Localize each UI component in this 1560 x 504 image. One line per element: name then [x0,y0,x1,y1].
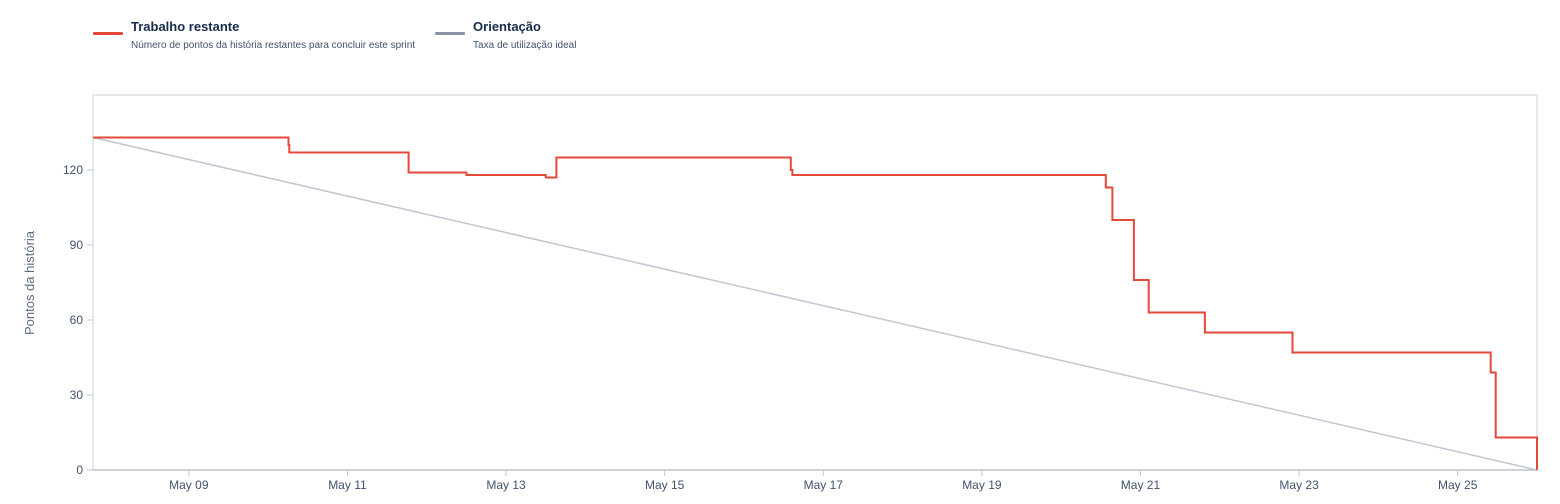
legend-swatch-guideline [435,32,466,35]
legend-swatch-remaining-work [93,32,123,35]
y-tick-label: 60 [70,313,84,327]
y-tick-label: 120 [63,163,83,177]
axes: 0 30 60 90 120 May 09 May 11 May 13 May 15 May 17… [63,94,1538,492]
x-tick-label: May 13 [486,478,526,492]
legend-description-remaining-work: Número de pontos da história restantes p… [131,40,416,51]
legend-title-remaining-work: Trabalho restante [131,19,240,34]
legend-description-guideline: Taxa de utilização ideal [473,40,577,51]
legend-item-remaining-work[interactable]: Trabalho restante Número de pontos da hi… [93,18,415,53]
x-tick-label: May 17 [804,478,844,492]
x-tick-label: May 23 [1279,478,1319,492]
x-tick-label: May 09 [169,478,209,492]
series-line-guideline[interactable] [92,136,1538,471]
legend-title-guideline: Orientação [473,19,541,34]
series-layer [92,136,1538,471]
y-tick-label: 30 [70,388,84,402]
x-tick-label: May 25 [1438,478,1478,492]
series-line-remaining-work[interactable] [93,136,1538,471]
legend-item-guideline[interactable]: Orientação Taxa de utilização ideal [435,18,576,53]
x-tick-label: May 21 [1121,478,1161,492]
chart-legend: Trabalho restante Número de pontos da hi… [93,18,576,53]
x-tick-label: May 11 [328,478,367,492]
y-tick-label: 0 [76,463,83,477]
plot-frame [92,94,1538,471]
x-tick-label: May 15 [645,478,685,492]
y-axis-title: Pontos da história [22,230,37,335]
y-tick-label: 90 [70,238,84,252]
x-tick-label: May 19 [962,478,1002,492]
